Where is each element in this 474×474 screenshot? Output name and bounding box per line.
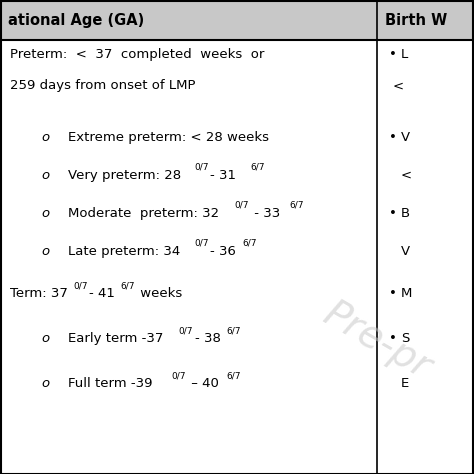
Text: <: < — [401, 169, 412, 182]
Text: o: o — [41, 377, 49, 391]
Text: 259 days from onset of LMP: 259 days from onset of LMP — [10, 80, 195, 92]
Text: E: E — [401, 377, 409, 391]
Text: Birth W: Birth W — [385, 12, 447, 27]
Text: Very preterm: 28: Very preterm: 28 — [68, 169, 181, 182]
Text: V: V — [401, 245, 410, 258]
Text: - 36: - 36 — [210, 245, 236, 258]
Text: Pre-pr: Pre-pr — [317, 295, 438, 387]
Text: - 31: - 31 — [210, 169, 241, 182]
Text: 6/7: 6/7 — [290, 201, 304, 210]
Text: •: • — [389, 287, 397, 301]
Text: - 38: - 38 — [194, 332, 220, 346]
Text: o: o — [41, 245, 49, 258]
Text: S: S — [401, 332, 409, 346]
Text: 6/7: 6/7 — [250, 163, 264, 172]
Text: ational Age (GA): ational Age (GA) — [8, 12, 144, 27]
Text: •: • — [389, 48, 397, 62]
Text: Preterm:  <  37  completed  weeks  or: Preterm: < 37 completed weeks or — [10, 48, 264, 62]
Text: 0/7: 0/7 — [171, 372, 185, 381]
Text: 0/7: 0/7 — [195, 163, 209, 172]
Text: Term: 37: Term: 37 — [10, 287, 68, 301]
Text: - 41: - 41 — [89, 287, 115, 301]
Text: Full term -39: Full term -39 — [68, 377, 153, 391]
Bar — [0, 0, 474, 40]
Text: o: o — [41, 131, 49, 144]
Text: Early term -37: Early term -37 — [68, 332, 164, 346]
Text: Moderate  preterm: 32: Moderate preterm: 32 — [68, 207, 219, 220]
Text: 0/7: 0/7 — [234, 201, 249, 210]
Text: – 40: – 40 — [187, 377, 219, 391]
Text: L: L — [401, 48, 408, 62]
Text: V: V — [401, 131, 410, 144]
Text: Late preterm: 34: Late preterm: 34 — [68, 245, 180, 258]
Text: 0/7: 0/7 — [179, 327, 193, 336]
Text: 0/7: 0/7 — [195, 239, 209, 248]
Text: 6/7: 6/7 — [226, 327, 241, 336]
Text: •: • — [389, 207, 397, 220]
Text: 6/7: 6/7 — [121, 282, 135, 291]
Text: o: o — [41, 207, 49, 220]
Text: o: o — [41, 169, 49, 182]
Text: <: < — [393, 80, 404, 92]
Text: - 33: - 33 — [250, 207, 280, 220]
Text: 6/7: 6/7 — [226, 372, 241, 381]
Text: M: M — [401, 287, 412, 301]
Text: o: o — [41, 332, 49, 346]
Text: Extreme preterm: < 28 weeks: Extreme preterm: < 28 weeks — [68, 131, 269, 144]
Text: •: • — [389, 131, 397, 144]
Text: •: • — [389, 332, 397, 346]
Text: 0/7: 0/7 — [73, 282, 88, 291]
Text: 6/7: 6/7 — [242, 239, 256, 248]
Text: weeks: weeks — [137, 287, 182, 301]
Text: B: B — [401, 207, 410, 220]
